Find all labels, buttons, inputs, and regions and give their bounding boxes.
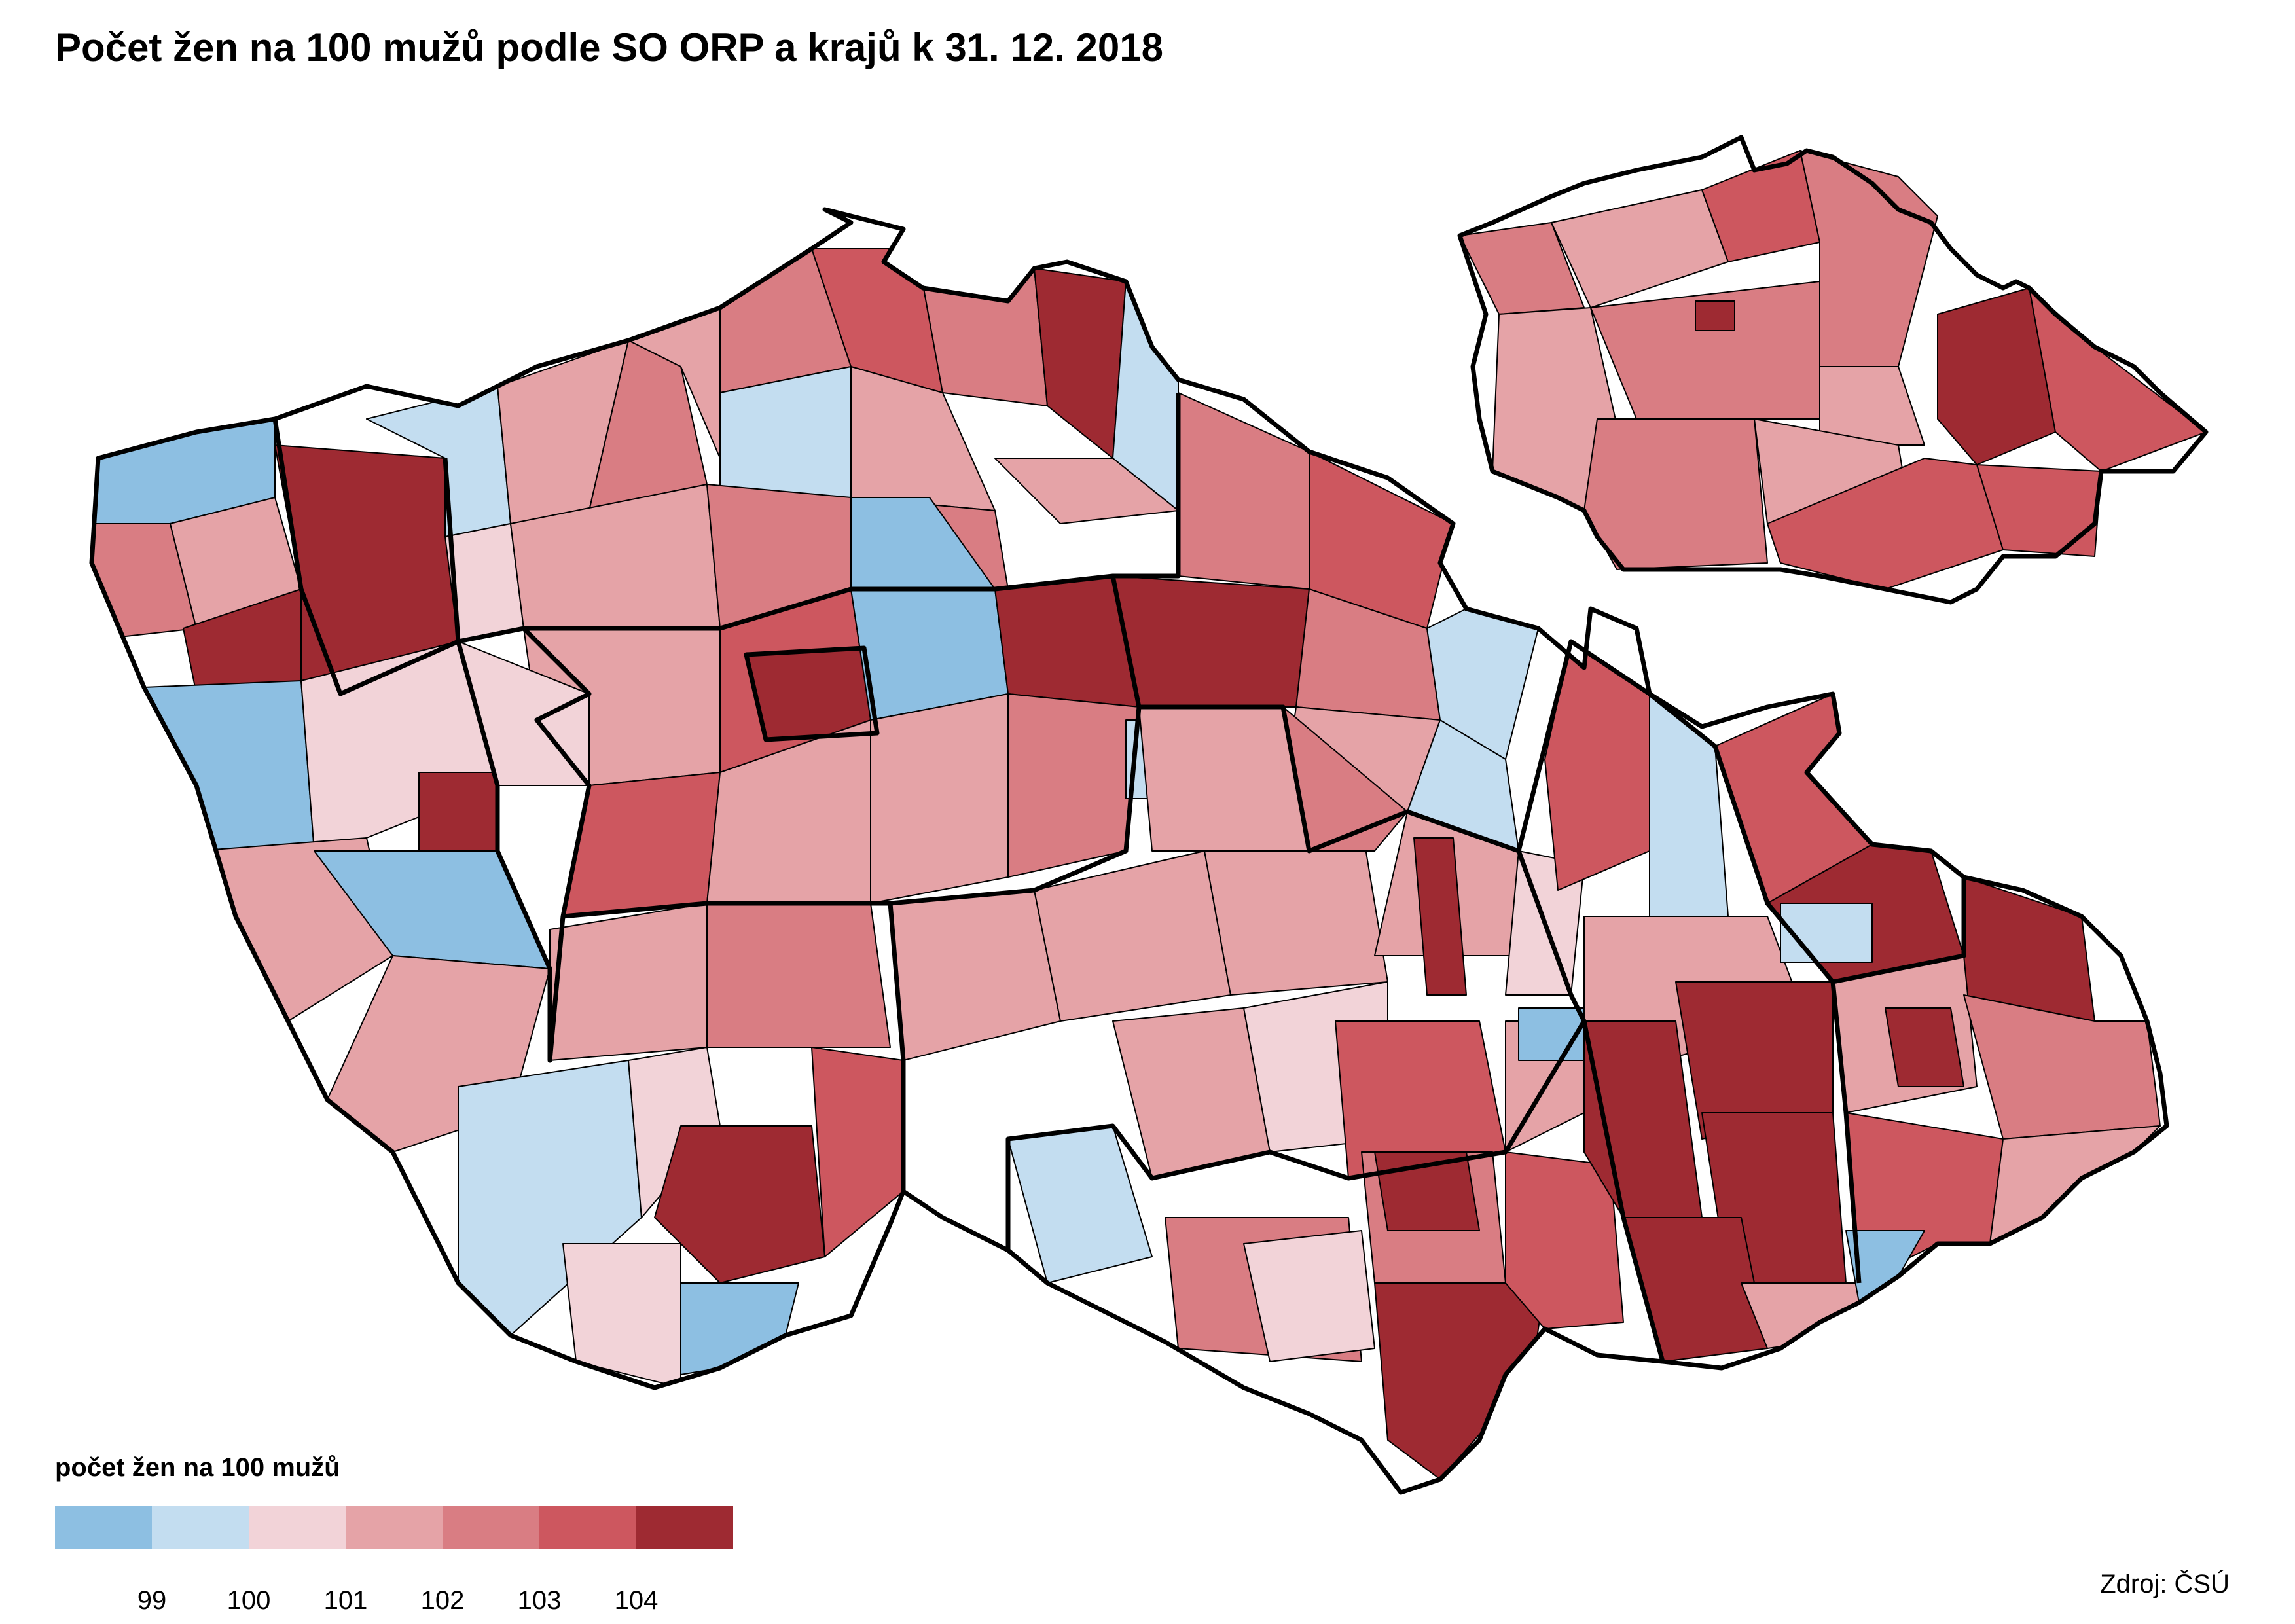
legend-title: počet žen na 100 mužů bbox=[55, 1453, 340, 1482]
orp-region bbox=[549, 903, 708, 1061]
legend-swatch-7 bbox=[636, 1506, 733, 1549]
kraj-border bbox=[562, 575, 1142, 919]
orp-region bbox=[1426, 608, 1539, 760]
legend-swatch-3 bbox=[249, 1506, 346, 1549]
orp-region bbox=[680, 1282, 799, 1375]
orp-region bbox=[1413, 837, 1467, 996]
orp-region bbox=[143, 680, 315, 852]
kraj-zlinsky bbox=[1976, 464, 2102, 557]
legend-swatch-1 bbox=[55, 1506, 152, 1549]
orp-region bbox=[274, 444, 459, 681]
legend-color-bar: 99 100 101 102 103 104 bbox=[55, 1506, 733, 1615]
inset-kraje-map bbox=[1457, 135, 2209, 605]
orp-region bbox=[1963, 994, 2161, 1140]
country-border bbox=[89, 207, 2169, 1495]
orp-region bbox=[1034, 268, 1127, 459]
legend-tick-101: 101 bbox=[323, 1586, 368, 1615]
legend-tick-104: 104 bbox=[614, 1586, 659, 1615]
orp-region bbox=[1885, 1007, 1964, 1087]
kraj-border bbox=[1832, 877, 1966, 984]
orp-region bbox=[654, 1125, 825, 1284]
kraj-border bbox=[1005, 704, 1587, 1250]
legend-swatch-2 bbox=[152, 1506, 249, 1549]
legend: počet žen na 100 mužů 99 100 101 102 103… bbox=[55, 1453, 733, 1615]
kraj-border bbox=[888, 903, 906, 1191]
kraj-border bbox=[1581, 1020, 1665, 1362]
orp-region bbox=[1112, 1007, 1271, 1179]
orp-region bbox=[562, 1243, 681, 1388]
orp-region bbox=[1374, 1282, 1545, 1480]
orp-region bbox=[1243, 1230, 1375, 1362]
orp-region bbox=[1112, 575, 1310, 708]
legend-swatch-6 bbox=[539, 1506, 636, 1549]
kraj-border bbox=[272, 418, 461, 696]
map-title: Počet žen na 100 mužů podle SO ORP a kra… bbox=[55, 26, 1163, 69]
orp-region bbox=[870, 693, 1009, 904]
kraj-pardubicky bbox=[1819, 366, 1925, 446]
orp-region bbox=[1007, 693, 1140, 878]
orp-region bbox=[1138, 706, 1310, 852]
legend-tick-100: 100 bbox=[226, 1586, 271, 1615]
kraj-border bbox=[524, 393, 1181, 631]
kraj-jihocesky bbox=[1583, 418, 1768, 570]
legend-tick-103: 103 bbox=[517, 1586, 562, 1615]
orp-region bbox=[1178, 392, 1310, 590]
orp-region bbox=[418, 772, 498, 852]
kraj-praha bbox=[1695, 300, 1735, 331]
legend-swatch-4 bbox=[346, 1506, 443, 1549]
orp-region bbox=[706, 903, 891, 1048]
legend-swatch-5 bbox=[443, 1506, 539, 1549]
source-note: Zdroj: ČSÚ bbox=[2100, 1570, 2230, 1598]
legend-tick-102: 102 bbox=[420, 1586, 465, 1615]
inset-country-border bbox=[1457, 135, 2209, 605]
orp-region bbox=[890, 890, 1061, 1061]
kraj-olomoucky bbox=[1937, 287, 2056, 465]
kraj-border bbox=[744, 645, 880, 742]
kraj-border bbox=[1516, 639, 1862, 1284]
legend-tick-99: 99 bbox=[137, 1586, 167, 1615]
